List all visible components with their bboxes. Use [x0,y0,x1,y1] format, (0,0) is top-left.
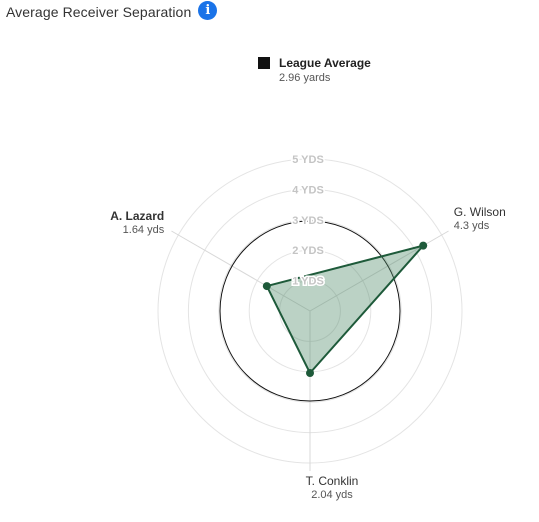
data-point [419,241,428,250]
info-icon[interactable]: i [198,0,218,20]
player-area [265,244,425,375]
data-point [262,282,271,291]
legend-label: League Average [279,56,371,70]
player-label-value: 1.64 yds [123,224,165,236]
player-label-value: 4.3 yds [454,220,490,232]
player-label-name: T. Conklin [306,474,359,488]
ring-label: 1 YDS [292,276,324,288]
ring-label: 3 YDS [292,215,324,227]
legend-swatch [258,57,270,69]
chart-header: Average Receiver Separation i [6,0,218,20]
legend-value: 2.96 yards [279,72,331,84]
player-label-value: 2.04 yds [311,489,353,501]
ring-label: 5 YDS [292,154,324,166]
league-average-ring [219,220,401,402]
data-point [306,369,314,378]
ring-label: 2 YDS [292,245,324,257]
axis-spoke [171,230,311,312]
player-label-name: G. Wilson [454,205,506,219]
ring-label: 4 YDS [292,184,324,196]
chart-title: Average Receiver Separation [6,4,192,20]
player-label-name: A. Lazard [110,209,164,223]
